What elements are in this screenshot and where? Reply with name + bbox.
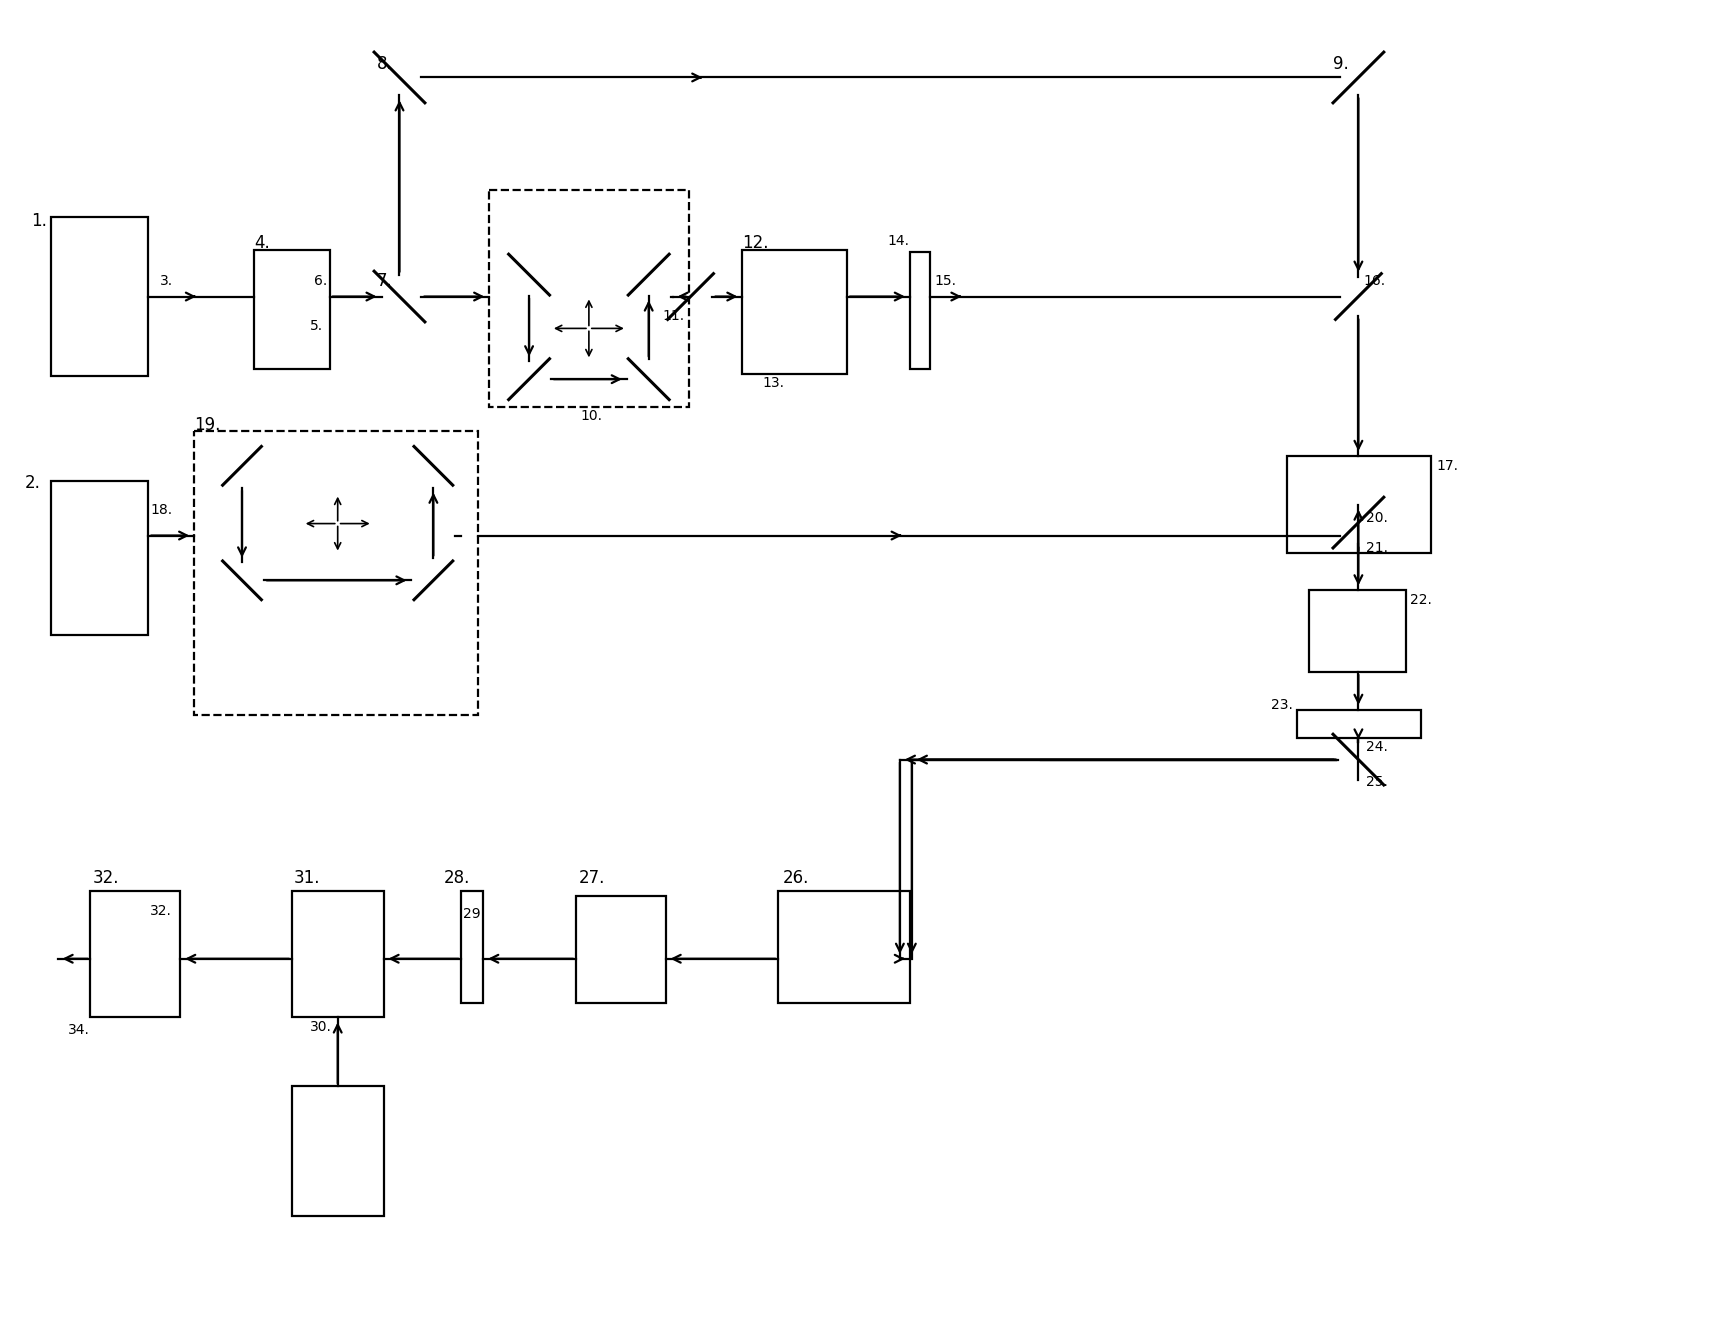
Text: 32.: 32.: [150, 904, 173, 918]
Text: 20.: 20.: [1367, 511, 1388, 525]
Text: 31.: 31.: [294, 869, 320, 888]
Text: 14.: 14.: [888, 234, 911, 247]
Text: 29.: 29.: [463, 908, 486, 921]
Text: 6.: 6.: [314, 274, 327, 287]
Text: 23.: 23.: [1270, 697, 1293, 712]
Text: 22.: 22.: [1410, 593, 1433, 607]
Text: 4.: 4.: [254, 234, 270, 251]
Text: 32.: 32.: [93, 869, 119, 888]
Bar: [1287, 456, 1431, 553]
Bar: [292, 890, 384, 1017]
Text: 2.: 2.: [24, 474, 40, 492]
Text: 25.: 25.: [1367, 774, 1388, 789]
Text: 34.: 34.: [67, 1024, 90, 1037]
Text: 19.: 19.: [194, 415, 221, 434]
Bar: [575, 896, 665, 1003]
Text: 10.: 10.: [581, 409, 603, 423]
Bar: [461, 890, 484, 1003]
Text: 26.: 26.: [783, 869, 809, 888]
Bar: [1308, 590, 1407, 672]
Bar: [90, 890, 180, 1017]
Text: 28.: 28.: [444, 869, 470, 888]
Text: 8.: 8.: [377, 54, 392, 73]
Text: 1.: 1.: [31, 212, 47, 230]
Bar: [254, 250, 330, 369]
Bar: [1296, 710, 1420, 738]
Bar: [911, 251, 930, 369]
Text: 5.: 5.: [309, 319, 323, 333]
Bar: [743, 250, 847, 374]
Text: 12.: 12.: [743, 234, 769, 251]
Text: 11.: 11.: [662, 310, 684, 324]
Text: 15.: 15.: [935, 274, 957, 287]
Text: 21.: 21.: [1367, 541, 1388, 554]
Text: 7.: 7.: [377, 271, 392, 290]
Text: 13.: 13.: [762, 376, 785, 390]
Text: 27.: 27.: [579, 869, 605, 888]
Bar: [778, 890, 911, 1003]
Bar: [292, 1086, 384, 1216]
Text: 18.: 18.: [150, 503, 173, 517]
Text: 16.: 16.: [1363, 274, 1386, 287]
Bar: [50, 217, 149, 376]
Bar: [489, 191, 688, 407]
Text: 9.: 9.: [1334, 54, 1350, 73]
Bar: [194, 431, 479, 714]
Text: 30.: 30.: [309, 1020, 332, 1035]
Bar: [50, 480, 149, 635]
Text: 17.: 17.: [1436, 459, 1458, 472]
Text: 24.: 24.: [1367, 740, 1388, 754]
Text: 3.: 3.: [161, 274, 173, 287]
